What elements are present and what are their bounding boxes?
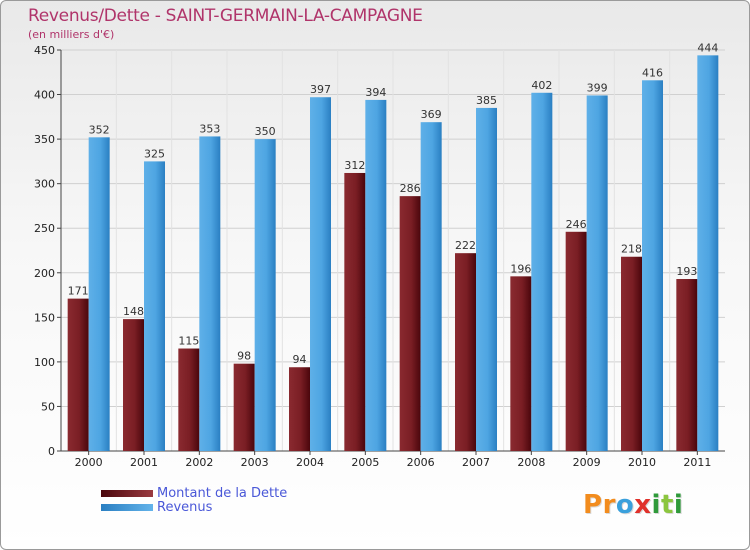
data-label-revenue: 352: [89, 123, 110, 136]
axes: 0 50 100 150 200 250 300 350 400 450 2000 2001 2002 2…: [34, 44, 725, 469]
data-label-revenue: 353: [199, 122, 220, 135]
chart-title: Revenus/Dette - SAINT-GERMAIN-LA-CAMPAGN…: [28, 6, 423, 26]
bar-revenue: [365, 99, 387, 451]
bar-revenue: [531, 92, 553, 452]
data-label-debt: 196: [510, 262, 531, 275]
data-label-debt: 171: [68, 285, 89, 298]
x-tick-label: 2011: [683, 456, 711, 469]
data-label-debt: 222: [455, 239, 476, 252]
bar-debt: [565, 231, 587, 451]
legend-label-revenue: Revenus: [157, 500, 213, 515]
legend-label-debt: Montant de la Dette: [157, 486, 288, 501]
data-label-revenue: 444: [697, 41, 718, 54]
x-tick-label: 2004: [296, 456, 324, 469]
bar-debt: [178, 348, 200, 451]
bar-revenue: [199, 136, 221, 451]
logo-letter: i: [673, 490, 684, 520]
bar-debt: [621, 256, 642, 451]
y-tick-label: 250: [34, 222, 55, 235]
data-label-revenue: 397: [310, 83, 331, 96]
logo-letter: i: [651, 490, 661, 520]
y-tick-label: 400: [34, 89, 55, 102]
y-tick-label: 100: [34, 356, 55, 369]
x-tick-label: 2008: [517, 456, 545, 469]
bar-debt: [455, 253, 476, 451]
x-tick-label: 2001: [130, 456, 158, 469]
bar-debt: [289, 367, 310, 451]
bar-revenue: [88, 137, 110, 451]
data-label-revenue: 394: [365, 86, 386, 99]
bar-revenue: [254, 139, 276, 451]
x-tick-label: 2002: [185, 456, 213, 469]
logo-letter: o: [615, 490, 635, 520]
bar-revenue: [476, 107, 497, 451]
bar-debt: [123, 319, 144, 451]
bars: [67, 55, 719, 452]
y-tick-label: 150: [34, 311, 55, 324]
x-tick-label: 2003: [241, 456, 269, 469]
gridlines: [61, 49, 725, 452]
data-label-debt: 115: [178, 335, 199, 348]
logo-letter: r: [602, 490, 616, 520]
x-tick-label: 2005: [351, 456, 379, 469]
data-label-revenue: 402: [531, 79, 552, 92]
x-tick-label: 2006: [407, 456, 435, 469]
y-tick-label: 200: [34, 267, 55, 280]
chart-subtitle: (en milliers d'€): [28, 28, 115, 41]
data-label-revenue: 399: [587, 81, 608, 94]
data-label-debt: 148: [123, 305, 144, 318]
data-label-revenue: 350: [255, 125, 276, 138]
bar-debt: [399, 196, 421, 451]
data-labels: 171 352 148 325 115 353 98 350 94 397 312 394 286 369…: [68, 41, 719, 366]
data-label-debt: 286: [400, 182, 421, 195]
data-label-debt: 246: [566, 218, 587, 231]
legend-swatch-debt: [101, 490, 153, 497]
data-label-revenue: 416: [642, 66, 663, 79]
y-tick-label: 300: [34, 178, 55, 191]
x-tick-label: 2009: [573, 456, 601, 469]
logo-letter: P: [583, 490, 603, 520]
data-label-debt: 218: [621, 243, 642, 256]
data-label-revenue: 385: [476, 94, 497, 107]
bar-revenue: [144, 161, 165, 451]
bar-revenue: [310, 97, 331, 452]
bar-revenue: [420, 122, 442, 452]
legend-swatch-revenue: [101, 504, 153, 511]
data-label-revenue: 325: [144, 147, 165, 160]
bar-revenue: [697, 55, 719, 451]
proxiti-logo: Proxiti: [583, 490, 683, 520]
x-tick-label: 2000: [75, 456, 103, 469]
bar-revenue: [586, 95, 608, 452]
bar-debt: [676, 279, 698, 451]
bar-debt: [510, 276, 532, 451]
bar-debt: [233, 363, 255, 451]
bar-revenue: [642, 80, 663, 451]
logo-letter: t: [660, 490, 674, 520]
data-label-revenue: 369: [421, 108, 442, 121]
x-tick-label: 2010: [628, 456, 656, 469]
y-tick-label: 0: [48, 445, 55, 458]
y-tick-label: 450: [34, 44, 55, 57]
data-label-debt: 312: [344, 159, 365, 172]
y-tick-label: 50: [41, 400, 55, 413]
x-tick-label: 2007: [462, 456, 490, 469]
data-label-debt: 193: [676, 265, 697, 278]
bar-debt: [67, 298, 89, 451]
bar-debt: [344, 172, 366, 451]
y-tick-label: 350: [34, 133, 55, 146]
logo-letter: x: [634, 490, 652, 520]
data-label-debt: 94: [293, 353, 307, 366]
data-label-debt: 98: [237, 350, 251, 363]
